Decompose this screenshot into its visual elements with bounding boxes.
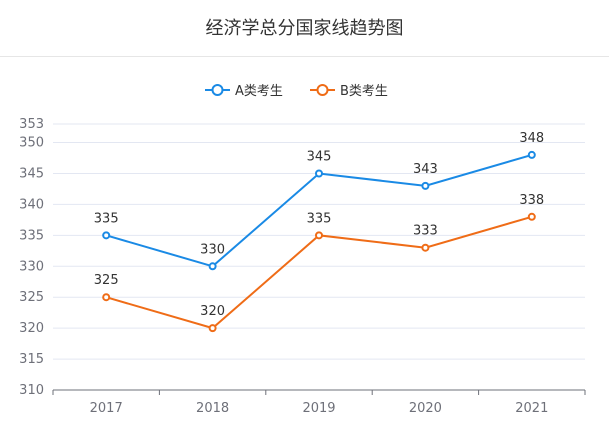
y-tick-label: 320 bbox=[19, 321, 44, 336]
legend-label-1: A类考生 bbox=[235, 84, 283, 99]
data-point bbox=[315, 169, 323, 178]
series bbox=[102, 150, 536, 333]
y-tick-label: 330 bbox=[19, 259, 44, 274]
y-tick-label: 353 bbox=[19, 117, 44, 132]
legend-label-2: B类考生 bbox=[340, 84, 388, 99]
x-tick-label: 2019 bbox=[302, 401, 335, 416]
data-point bbox=[421, 243, 430, 252]
x-tick-label: 2018 bbox=[196, 401, 229, 416]
data-label: 335 bbox=[307, 211, 332, 226]
y-tick-label: 310 bbox=[19, 383, 44, 398]
y-tick-label: 315 bbox=[19, 352, 44, 367]
y-tick-label: 345 bbox=[19, 166, 44, 181]
data-point bbox=[102, 231, 111, 240]
data-point bbox=[527, 212, 536, 221]
data-label: 338 bbox=[519, 193, 544, 208]
data-point bbox=[208, 262, 217, 271]
data-labels: 335 330 345 343 348 325 320 335 333 338 bbox=[94, 131, 544, 319]
data-point bbox=[527, 150, 536, 159]
data-label: 330 bbox=[200, 242, 225, 257]
data-label: 335 bbox=[94, 211, 119, 226]
x-tick-label: 2020 bbox=[409, 401, 442, 416]
data-point bbox=[102, 293, 111, 302]
data-label: 348 bbox=[519, 131, 544, 146]
x-tick-label: 2017 bbox=[90, 401, 123, 416]
data-label: 320 bbox=[200, 304, 225, 319]
y-tick-label: 325 bbox=[19, 290, 44, 305]
y-tick-label: 350 bbox=[19, 136, 44, 151]
legend: A类考生 B类考生 bbox=[205, 84, 388, 99]
data-point bbox=[315, 231, 323, 240]
data-label: 345 bbox=[307, 149, 332, 164]
legend-marker-2 bbox=[316, 84, 329, 96]
legend-marker-1 bbox=[211, 84, 224, 96]
chart-title: 经济学总分国家线趋势图 bbox=[205, 18, 404, 39]
y-tick-label: 340 bbox=[19, 197, 44, 212]
data-label: 343 bbox=[413, 162, 438, 177]
x-tick-label: 2021 bbox=[515, 401, 548, 416]
data-point bbox=[208, 324, 217, 333]
data-label: 333 bbox=[413, 224, 438, 239]
y-tick-label: 335 bbox=[19, 228, 44, 243]
axes: 310 315 320 325 330 335 340 345 350 353 2017 2018 20… bbox=[19, 117, 586, 416]
data-point bbox=[421, 181, 430, 190]
chart-header: 经济学总分国家线趋势图 bbox=[0, 0, 609, 57]
data-label: 325 bbox=[94, 273, 119, 288]
